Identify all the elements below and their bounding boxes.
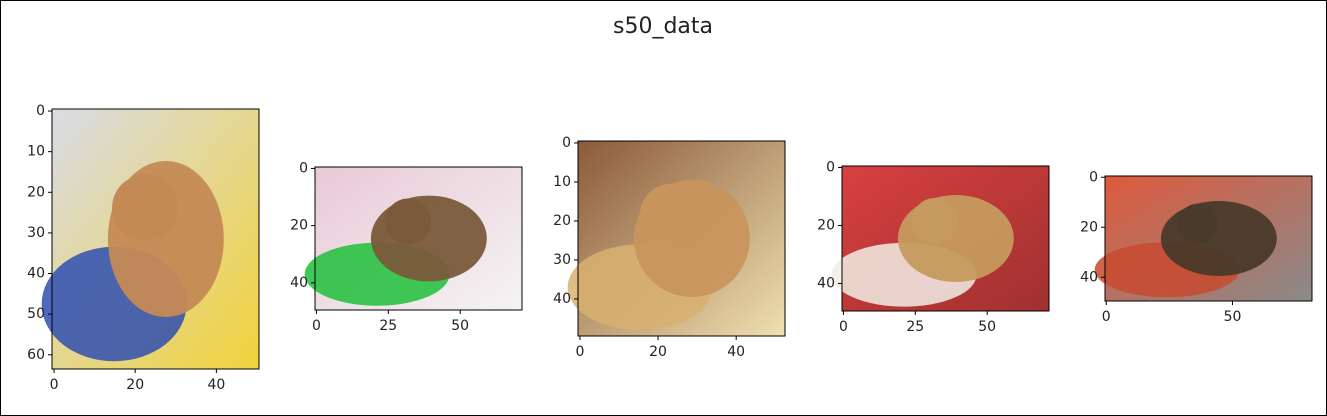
y-tick-label: 0 bbox=[1089, 169, 1098, 185]
x-tick-label: 50 bbox=[1224, 309, 1242, 325]
axes-frame bbox=[577, 140, 786, 337]
image-cat bbox=[1160, 201, 1277, 276]
axes-frame bbox=[1104, 175, 1313, 302]
axes-frame bbox=[314, 166, 523, 311]
y-tick-label: 30 bbox=[553, 252, 571, 268]
x-tick-label: 25 bbox=[906, 319, 924, 335]
x-tick-label: 0 bbox=[50, 377, 59, 393]
x-tick-label: 50 bbox=[451, 318, 469, 334]
y-tick-label: 20 bbox=[1080, 219, 1098, 235]
x-tick-label: 0 bbox=[839, 319, 848, 335]
x-tick-label: 50 bbox=[978, 319, 996, 335]
image-cat-head bbox=[385, 198, 432, 245]
image-cat-head bbox=[1178, 203, 1219, 244]
y-tick-label: 20 bbox=[27, 184, 45, 200]
axes-frame bbox=[841, 165, 1050, 312]
y-tick-label: 0 bbox=[36, 103, 45, 119]
y-tick-label: 0 bbox=[562, 135, 571, 151]
y-tick-label: 20 bbox=[817, 217, 835, 233]
figure-title: s50_data bbox=[613, 14, 713, 39]
x-tick-label: 0 bbox=[312, 318, 321, 334]
image-cat-head bbox=[911, 197, 959, 245]
y-tick-label: 40 bbox=[553, 291, 571, 307]
y-tick-label: 10 bbox=[553, 174, 571, 190]
y-tick-label: 40 bbox=[817, 275, 835, 291]
y-tick-label: 20 bbox=[290, 218, 308, 234]
x-tick-label: 0 bbox=[575, 344, 584, 360]
image-cat-head bbox=[639, 183, 703, 247]
x-tick-label: 25 bbox=[379, 318, 397, 334]
x-tick-label: 20 bbox=[649, 344, 667, 360]
y-tick-label: 60 bbox=[27, 347, 45, 363]
y-tick-label: 30 bbox=[27, 225, 45, 241]
image-cat bbox=[370, 195, 487, 282]
y-tick-label: 20 bbox=[553, 213, 571, 229]
x-tick-label: 20 bbox=[126, 377, 144, 393]
y-tick-label: 40 bbox=[1080, 269, 1098, 285]
x-tick-label: 40 bbox=[207, 377, 225, 393]
x-tick-label: 40 bbox=[727, 344, 745, 360]
x-tick-label: 0 bbox=[1102, 309, 1111, 325]
y-tick-label: 40 bbox=[27, 266, 45, 282]
y-tick-label: 0 bbox=[826, 159, 835, 175]
image-cat bbox=[897, 195, 1014, 282]
axes-frame bbox=[51, 108, 260, 370]
y-tick-label: 0 bbox=[299, 160, 308, 176]
y-tick-label: 10 bbox=[27, 144, 45, 160]
image-cat-head bbox=[112, 174, 179, 241]
y-tick-label: 40 bbox=[290, 275, 308, 291]
y-tick-label: 50 bbox=[27, 306, 45, 322]
